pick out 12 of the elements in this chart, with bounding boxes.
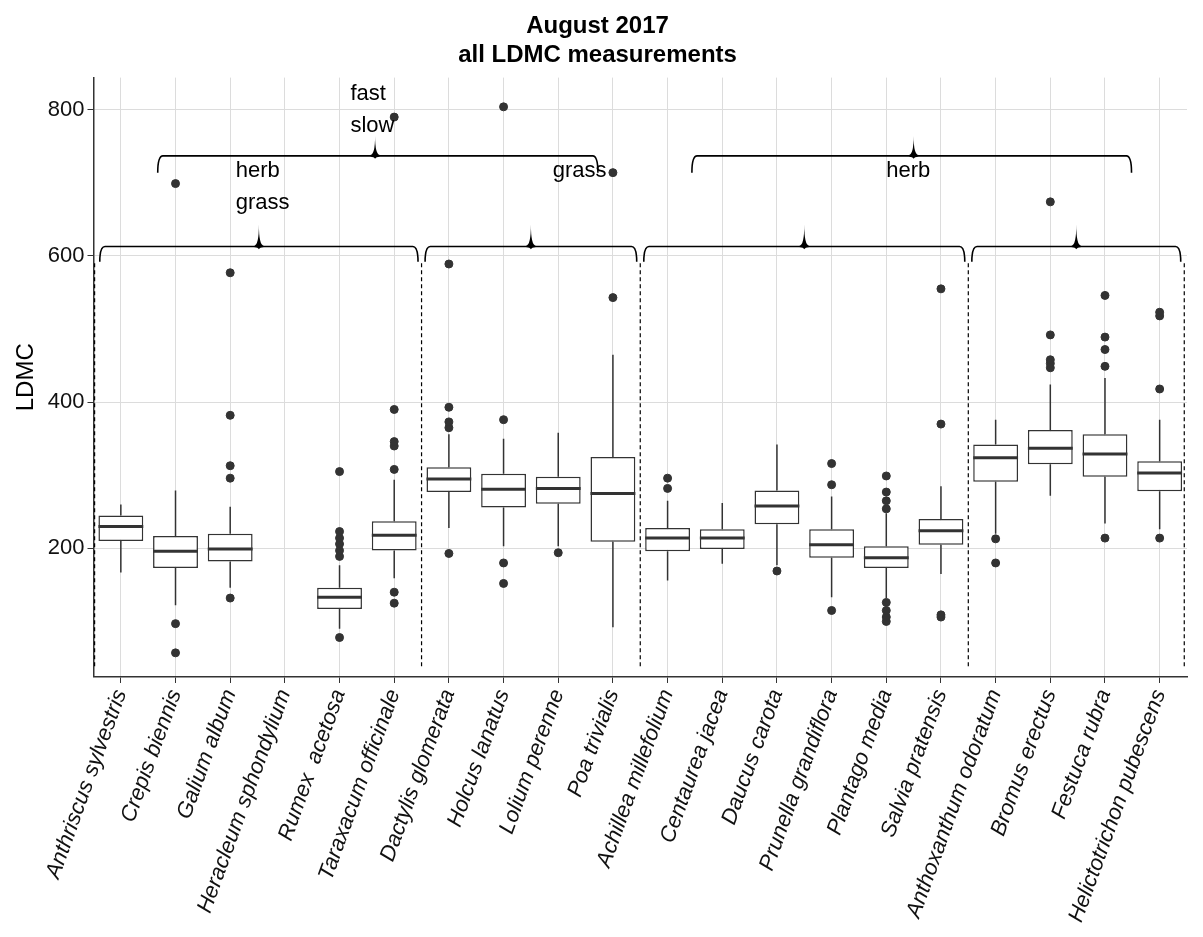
y-tick-label: 200	[47, 534, 85, 560]
annotation: herb	[886, 157, 931, 183]
y-tick-label: 800	[47, 95, 85, 121]
y-tick-label: 400	[47, 388, 85, 414]
annotation: grass	[235, 189, 290, 215]
annotation: herb	[235, 157, 280, 183]
y-axis-title: LDMC	[11, 343, 39, 412]
annotation: slow	[350, 111, 395, 137]
annotation: fast	[350, 79, 386, 105]
y-tick-label: 600	[47, 242, 85, 268]
chart-title: August 2017 all LDMC measurements	[458, 11, 737, 67]
annotation: grass	[552, 157, 607, 183]
